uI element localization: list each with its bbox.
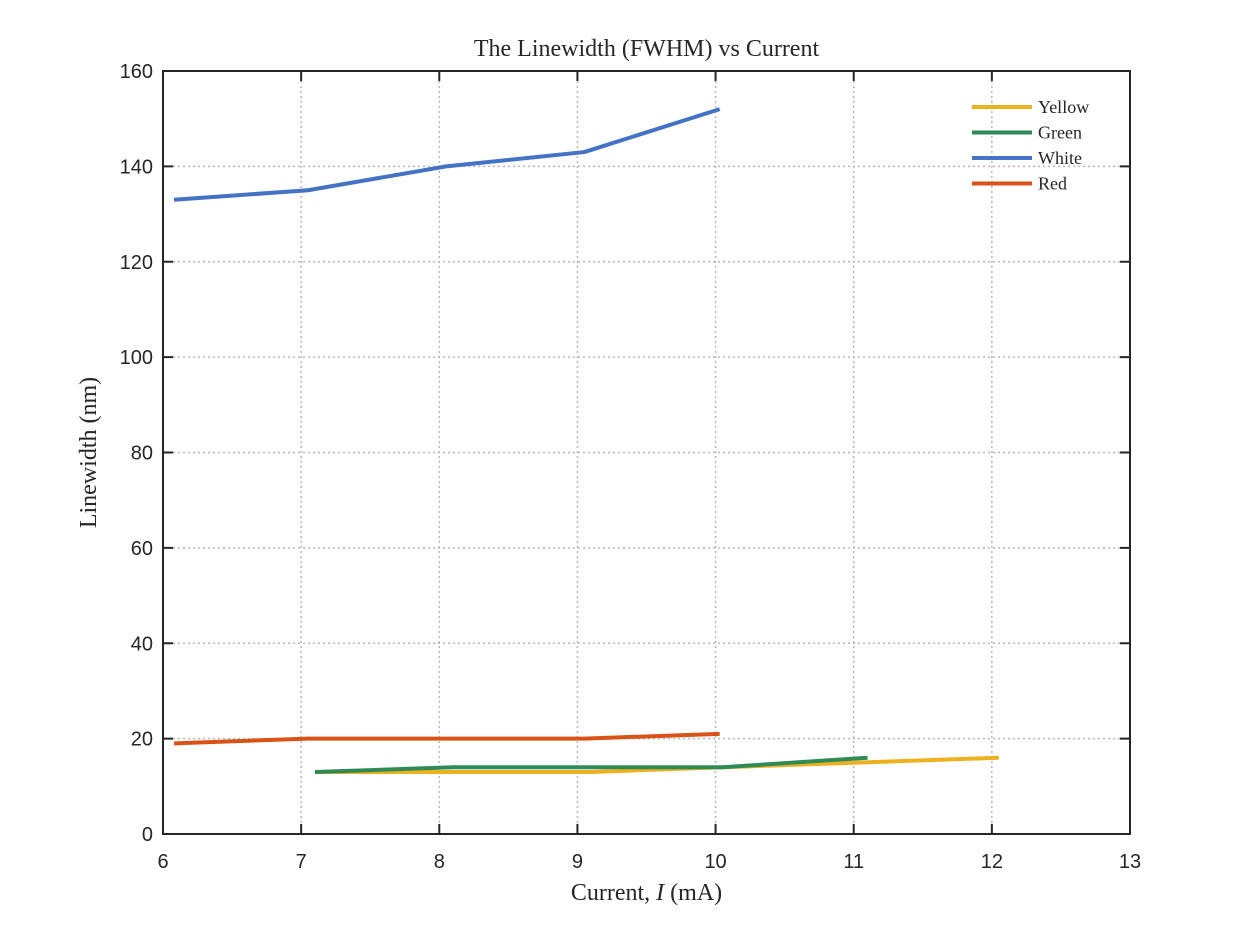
y-tick-label: 120 [120,252,153,274]
legend-item-yellow: Yellow [972,97,1089,117]
y-tick-label: 60 [131,538,153,560]
x-tick-label: 9 [572,851,583,873]
x-axis-label: Current, I (mA) [571,880,722,906]
series-line-red [173,731,720,746]
series-line-yellow [314,755,999,775]
series-line-white [173,107,721,202]
legend-label: Red [1038,174,1067,194]
legend-label: Green [1038,123,1082,143]
y-axis-label: Linewidth (nm) [76,377,102,528]
legend-item-white: White [972,148,1082,168]
x-tick-label: 12 [981,851,1003,873]
axis-ticks: 6 7 8 9 10 11 12 13 0 20 40 60 80 100 120 140 160 [120,61,1142,873]
chart-title: The Linewidth (FWHM) vs Current [474,36,820,62]
y-tick-label: 20 [131,729,153,751]
y-tick-label: 140 [120,156,153,178]
x-tick-label: 7 [296,851,307,873]
y-tick-label: 40 [131,633,153,655]
series-line-green [314,755,868,775]
legend-label: White [1038,148,1082,168]
y-tick-label: 160 [120,61,153,83]
y-tick-label: 0 [142,824,153,846]
legend-label: Yellow [1038,97,1089,117]
x-tick-label: 11 [843,851,864,873]
x-axis-label-suffix: (mA) [664,880,722,906]
x-axis-label-prefix: Current, [571,880,656,906]
legend-item-green: Green [972,123,1082,143]
x-tick-label: 10 [704,851,726,873]
x-tick-label: 6 [157,851,168,873]
legend-item-red: Red [972,174,1067,194]
x-tick-label: 8 [434,851,445,873]
legend: Yellow Green White Red [972,97,1089,194]
series-lines [173,107,999,775]
y-tick-label: 80 [131,443,153,465]
x-tick-label: 13 [1119,851,1141,873]
x-axis-label-symbol: I [655,880,665,906]
y-tick-label: 100 [120,347,153,369]
